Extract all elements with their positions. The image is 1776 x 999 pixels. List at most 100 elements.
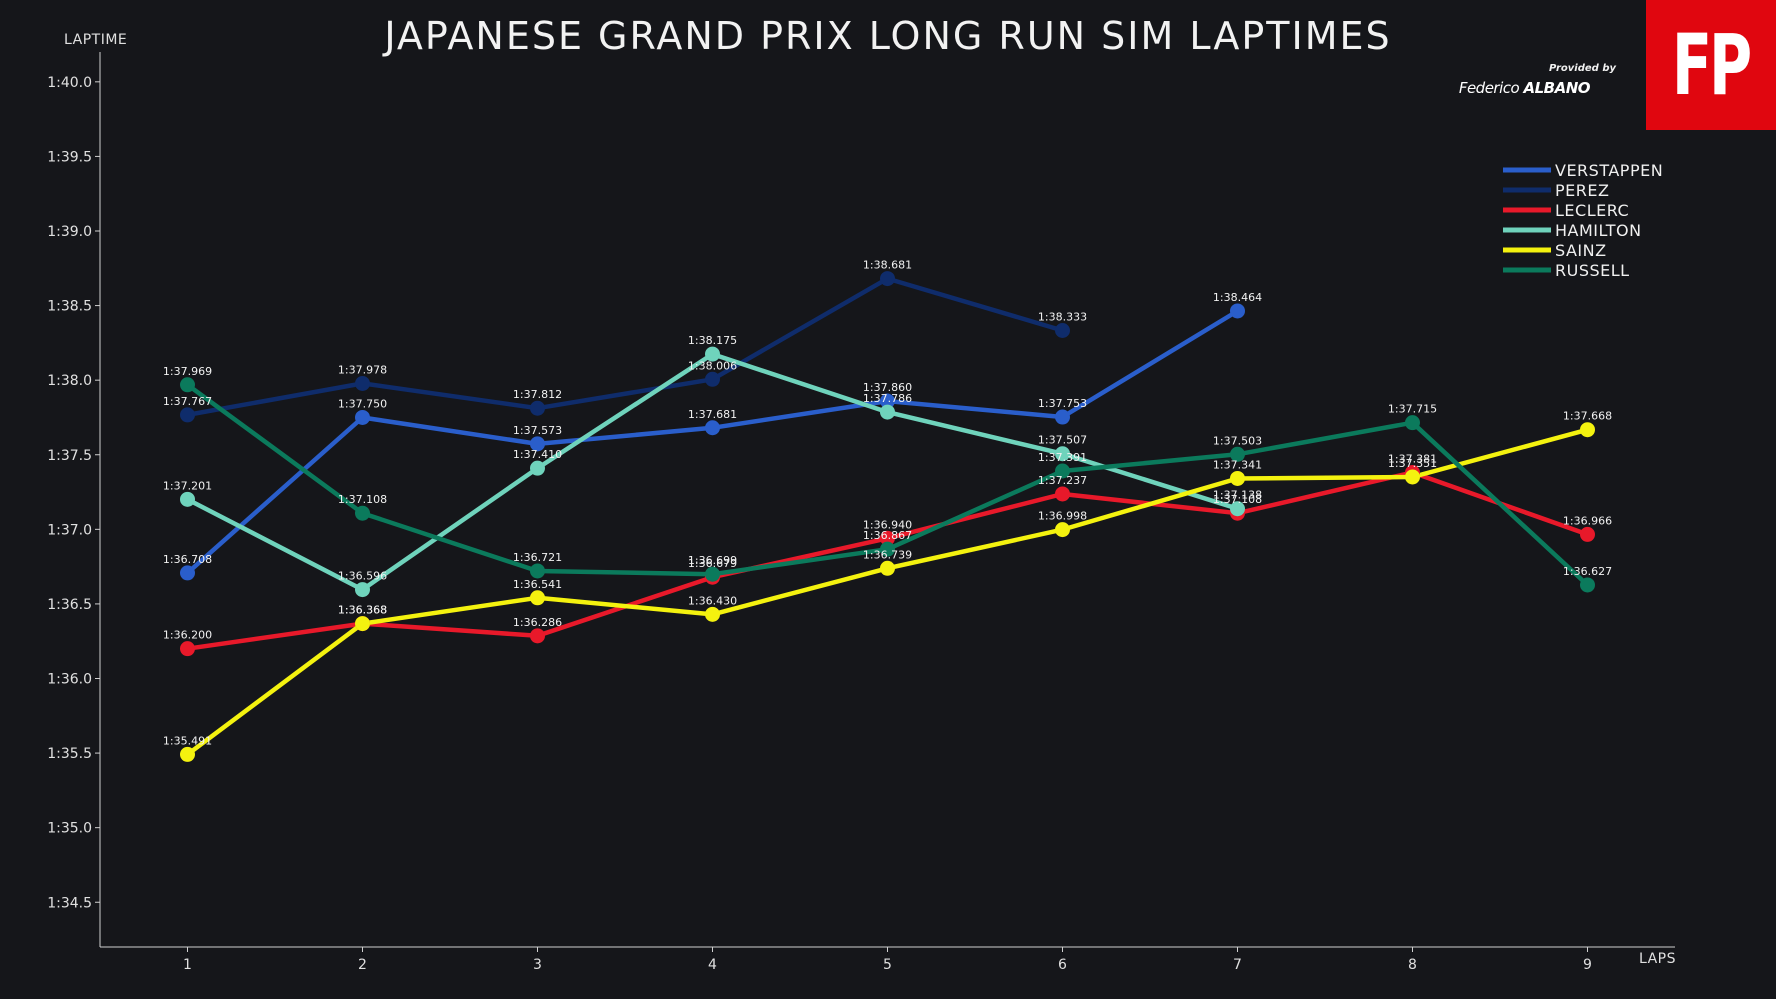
data-label-hamilton: 1:38.175: [688, 334, 737, 347]
data-label-perez: 1:37.767: [163, 395, 212, 408]
data-label-hamilton: 1:37.201: [163, 479, 212, 492]
legend-label-hamilton: HAMILTON: [1555, 221, 1642, 240]
data-point-sainz: [705, 606, 720, 622]
data-point-leclerc: [1055, 486, 1070, 502]
data-label-russell: 1:37.969: [163, 365, 212, 378]
data-point-perez: [180, 407, 195, 423]
x-tick-label: 4: [708, 957, 717, 973]
data-point-hamilton: [880, 404, 895, 420]
y-tick-label: 1:38.5: [47, 299, 92, 315]
author-credit: Federico ALBANO: [1459, 79, 1591, 97]
data-label-leclerc: 1:37.108: [1213, 493, 1262, 506]
y-tick-label: 1:36.0: [47, 672, 92, 688]
data-point-russell: [705, 566, 720, 582]
data-point-perez: [880, 271, 895, 287]
y-tick-label: 1:37.5: [47, 448, 92, 464]
data-label-verstappen: 1:37.681: [688, 408, 737, 421]
y-tick-label: 1:35.0: [47, 821, 92, 837]
legend-label-perez: PEREZ: [1555, 181, 1609, 200]
data-label-perez: 1:37.812: [513, 388, 562, 401]
chart-axes: 1:34.5 1:35.0 1:35.5 1:36.0 1:36.5 1:37.0 1:37…: [47, 32, 1675, 973]
provided-by-label: Provided by: [1548, 63, 1616, 74]
data-point-leclerc: [1580, 526, 1595, 542]
series-line-sainz: [185, 427, 1590, 757]
data-point-verstappen: [1055, 409, 1070, 425]
data-label-verstappen: 1:36.708: [163, 553, 212, 566]
data-point-sainz: [1405, 469, 1420, 485]
y-tick-label: 1:36.5: [47, 597, 92, 613]
x-tick-label: 1: [183, 957, 192, 973]
data-label-hamilton: 1:37.410: [513, 448, 562, 461]
author-last-name: ALBANO: [1523, 79, 1590, 97]
data-point-verstappen: [355, 409, 370, 425]
data-label-russell: 1:36.699: [688, 554, 737, 567]
legend-label-leclerc: LECLERC: [1555, 201, 1629, 220]
data-point-russell: [1230, 446, 1245, 462]
data-point-russell: [355, 505, 370, 521]
y-tick-label: 1:37.0: [47, 522, 92, 538]
data-label-leclerc: 1:36.368: [338, 604, 387, 617]
data-label-sainz: 1:37.668: [1563, 410, 1612, 423]
data-point-perez: [1055, 322, 1070, 338]
data-label-russell: 1:37.503: [1213, 434, 1262, 447]
data-label-leclerc: 1:37.381: [1388, 453, 1437, 466]
y-tick-label: 1:38.0: [47, 373, 92, 389]
data-label-hamilton: 1:36.596: [338, 570, 387, 583]
series-points: [180, 271, 1595, 762]
legend-label-sainz: SAINZ: [1555, 241, 1607, 260]
data-label-verstappen: 1:37.753: [1038, 397, 1087, 410]
data-point-sainz: [180, 746, 195, 762]
data-point-russell: [1055, 463, 1070, 479]
x-tick-label: 3: [533, 957, 542, 973]
x-tick-label: 7: [1233, 957, 1242, 973]
data-label-russell: 1:37.391: [1038, 451, 1087, 464]
data-label-russell: 1:37.108: [338, 493, 387, 506]
x-tick-label: 2: [358, 957, 367, 973]
data-label-verstappen: 1:37.860: [863, 381, 912, 394]
data-label-sainz: 1:36.739: [863, 548, 912, 561]
y-tick-label: 1:35.5: [47, 746, 92, 762]
data-label-hamilton: 1:37.786: [863, 392, 912, 405]
data-point-hamilton: [1230, 501, 1245, 517]
data-point-sainz: [355, 616, 370, 632]
data-point-russell: [880, 541, 895, 557]
data-label-leclerc: 1:36.286: [513, 616, 562, 629]
data-point-hamilton: [180, 491, 195, 507]
x-tick-label: 9: [1583, 957, 1592, 973]
data-label-sainz: 1:36.541: [513, 578, 562, 591]
series-line-perez: [185, 276, 1065, 418]
data-point-verstappen: [180, 565, 195, 581]
data-label-sainz: 1:35.491: [163, 734, 212, 747]
data-label-russell: 1:37.715: [1388, 403, 1437, 416]
chart-title: JAPANESE GRAND PRIX LONG RUN SIM LAPTIME…: [384, 14, 1392, 58]
data-point-perez: [355, 375, 370, 391]
data-point-leclerc: [180, 641, 195, 657]
y-tick-label: 1:39.5: [47, 149, 92, 165]
data-point-hamilton: [705, 346, 720, 362]
x-tick-label: 8: [1408, 957, 1417, 973]
data-label-sainz: 1:37.351: [1388, 457, 1437, 470]
data-label-sainz: 1:36.998: [1038, 510, 1087, 523]
data-point-sainz: [1230, 470, 1245, 486]
y-tick-label: 1:34.5: [47, 895, 92, 911]
data-label-verstappen: 1:37.573: [513, 424, 562, 437]
fp-logo: FP: [1646, 0, 1776, 130]
data-label-perez: 1:37.978: [338, 363, 387, 376]
legend: VERSTAPPENPEREZLECLERCHAMILTONSAINZRUSSE…: [1503, 161, 1663, 280]
data-label-verstappen: 1:37.750: [338, 397, 387, 410]
series-lines: [185, 276, 1590, 757]
data-label-sainz: 1:36.430: [688, 594, 737, 607]
data-point-verstappen: [1230, 303, 1245, 319]
data-point-perez: [705, 371, 720, 387]
data-label-leclerc: 1:36.200: [163, 629, 212, 642]
y-tick-label: 1:40.0: [47, 75, 92, 91]
data-label-hamilton: 1:37.507: [1038, 434, 1087, 447]
data-point-russell: [180, 377, 195, 393]
data-point-leclerc: [530, 628, 545, 644]
data-point-sainz: [1055, 522, 1070, 538]
data-label-perez: 1:38.006: [688, 359, 737, 372]
x-tick-label: 6: [1058, 957, 1067, 973]
data-point-russell: [1580, 577, 1595, 593]
data-point-leclerc: [880, 530, 895, 546]
data-point-verstappen: [705, 420, 720, 436]
